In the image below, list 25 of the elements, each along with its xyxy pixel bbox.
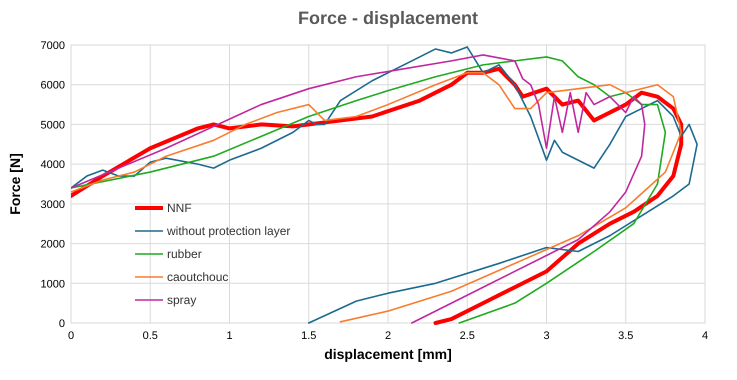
y-tick-label: 7000 [40, 40, 65, 52]
legend-label: caoutchouc [167, 270, 228, 284]
legend-label: rubber [167, 247, 202, 261]
x-tick-label: 0.5 [142, 330, 158, 342]
y-tick-label: 6000 [40, 80, 65, 92]
legend-label: NNF [167, 201, 192, 215]
x-tick-label: 0 [68, 330, 74, 342]
x-tick-label: 3.5 [618, 330, 634, 342]
x-tick-label: 1.5 [301, 330, 316, 342]
x-tick-label: 2 [384, 330, 392, 342]
y-tick-label: 4000 [40, 159, 65, 172]
y-tick-label: 0 [58, 318, 65, 330]
x-tick-label: 1 [226, 330, 233, 342]
y-tick-label: 1000 [40, 278, 65, 290]
legend-label: without protection layer [166, 224, 290, 238]
chart-title: Force - displacement [298, 8, 478, 28]
x-axis-title: displacement [mm] [324, 346, 452, 362]
legend-label: spray [167, 293, 196, 307]
x-tick-label: 3 [543, 330, 550, 342]
y-tick-label: 5000 [40, 119, 65, 132]
y-axis-title: Force [N] [7, 153, 23, 215]
y-tick-label: 3000 [40, 198, 65, 211]
x-tick-label: 4 [702, 330, 708, 342]
y-tick-label: 2000 [40, 238, 65, 251]
x-tick-label: 2.5 [460, 330, 475, 342]
